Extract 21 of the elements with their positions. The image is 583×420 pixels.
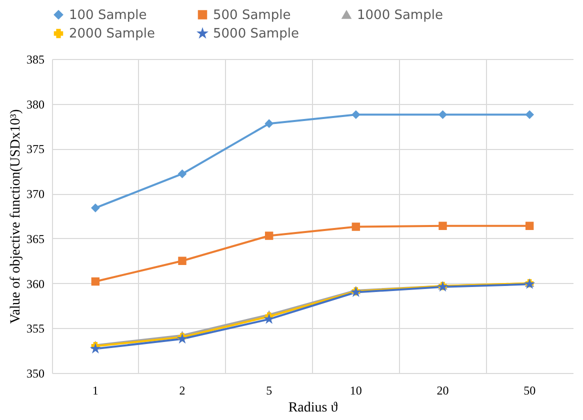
- y-tick-label: 385: [26, 52, 44, 66]
- y-axis-title: Value of objective function(USDx10³): [8, 108, 24, 324]
- y-tick-label: 370: [26, 187, 44, 202]
- legend-label: 2000 Sample: [69, 26, 155, 42]
- x-tick-label: 50: [524, 384, 536, 398]
- x-axis-title: Radius ϑ: [288, 400, 338, 416]
- legend-label: 500 Sample: [213, 8, 291, 23]
- y-tick-label: 365: [26, 232, 44, 246]
- x-tick-label: 2: [179, 384, 186, 398]
- legend-label: 5000 Sample: [213, 26, 299, 42]
- y-tick-label: 350: [26, 366, 44, 380]
- y-tick-label: 355: [26, 322, 44, 336]
- x-tick-label: 20: [436, 384, 449, 398]
- legend-label: 1000 Sample: [357, 8, 443, 23]
- x-tick-label: 10: [350, 384, 362, 398]
- legend-label: 100 Sample: [69, 8, 147, 23]
- y-tick-label: 375: [26, 142, 44, 156]
- y-tick-label: 380: [26, 97, 44, 112]
- x-tick-label: 1: [92, 384, 98, 398]
- x-tick-label: 5: [266, 384, 272, 398]
- y-tick-label: 360: [26, 276, 44, 291]
